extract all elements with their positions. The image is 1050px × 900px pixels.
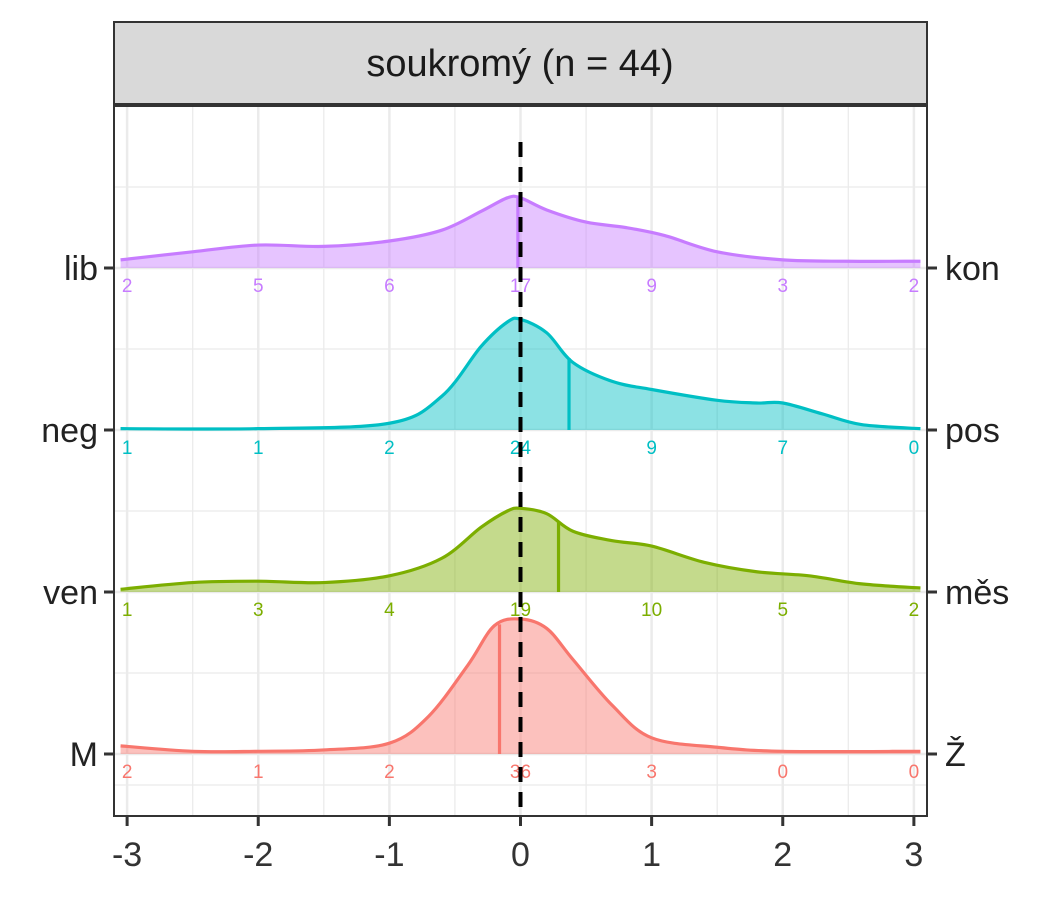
count-label: 1 xyxy=(253,438,264,459)
count-label: 0 xyxy=(909,438,920,459)
right-axis-label: Ž xyxy=(945,736,966,774)
facet-strip xyxy=(113,21,928,105)
x-tick-label: 1 xyxy=(642,836,661,874)
count-label: 4 xyxy=(384,600,395,621)
x-tick-label: 3 xyxy=(904,836,923,874)
count-label: 7 xyxy=(777,438,788,459)
left-axis-label: neg xyxy=(41,412,98,450)
axes: lib kon neg pos ven měs M Ž -3 -2 -1 0 1 2 3 xyxy=(41,250,1009,874)
count-label: 10 xyxy=(641,600,662,621)
count-label: 0 xyxy=(777,762,788,783)
count-label: 19 xyxy=(510,600,531,621)
count-label: 1 xyxy=(253,762,264,783)
count-label: 17 xyxy=(510,276,531,297)
left-axis-label: ven xyxy=(43,574,98,612)
count-label: 1 xyxy=(122,600,133,621)
count-label: 3 xyxy=(253,600,264,621)
count-label: 2 xyxy=(909,276,920,297)
x-tick-label: -2 xyxy=(243,836,273,874)
x-tick-label: 2 xyxy=(773,836,792,874)
count-label: 5 xyxy=(253,276,264,297)
ridge-area xyxy=(120,196,921,268)
count-label: 2 xyxy=(384,762,395,783)
count-label: 9 xyxy=(646,438,657,459)
count-label: 2 xyxy=(122,762,133,783)
ridge-outline xyxy=(120,316,921,431)
facet-strip-title: soukromý (n = 44) xyxy=(366,43,673,85)
count-label: 3 xyxy=(777,276,788,297)
count-label: 9 xyxy=(646,276,657,297)
x-tick-label: -3 xyxy=(112,836,142,874)
x-tick-label: -1 xyxy=(374,836,404,874)
ridge-outline xyxy=(120,617,921,754)
x-tick-label: 0 xyxy=(511,836,530,874)
count-label: 0 xyxy=(909,762,920,783)
right-axis-label: kon xyxy=(945,250,1000,288)
right-axis-label: měs xyxy=(945,574,1009,612)
ridge-outline xyxy=(120,506,921,591)
count-label: 5 xyxy=(777,600,788,621)
count-label: 6 xyxy=(384,276,395,297)
left-axis-label: lib xyxy=(64,250,98,288)
count-label: 2 xyxy=(122,276,133,297)
count-label: 1 xyxy=(122,438,133,459)
count-label: 2 xyxy=(384,438,395,459)
ridge-M-Ž xyxy=(120,617,921,754)
right-axis-label: pos xyxy=(945,412,1000,450)
left-axis-label: M xyxy=(70,736,98,774)
count-labels: 256179321122497013419105221236300 xyxy=(122,276,919,783)
count-label: 2 xyxy=(909,600,920,621)
ridge-area xyxy=(120,618,921,754)
count-label: 3 xyxy=(646,762,657,783)
